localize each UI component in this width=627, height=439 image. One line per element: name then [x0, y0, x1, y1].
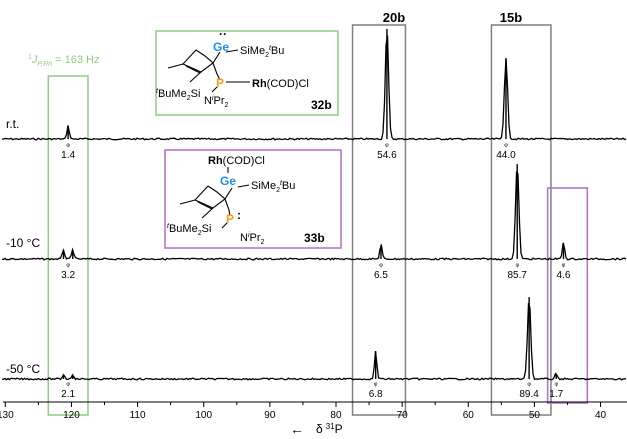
structure-32b-n: NiPr2 — [204, 95, 229, 109]
x-axis-arrow: ← — [290, 421, 304, 437]
structure-32b-ge: Ge — [213, 40, 229, 54]
x-tick-label-110: 110 — [130, 410, 146, 421]
integral-label-2-3: 1.7 — [549, 389, 563, 400]
structure-33b-si-top: SiMe2tBu — [251, 180, 295, 194]
series-label-minus10: -10 °C — [6, 236, 40, 250]
integral-label-2-2: 89.4 — [519, 389, 539, 400]
integral-label-2-0: 2.1 — [61, 389, 75, 400]
structure-33b-bonds — [179, 167, 250, 229]
trace-line-1 — [1, 171, 627, 261]
caption-sub: P,Rh — [37, 61, 52, 68]
structure-33b-n: NiPr2 — [240, 232, 265, 246]
integral-labels: ᵩ 1.4 ᵩ 54.6 ᵩ 44.0 ᵩ 3.2 ᵩ 6.5 ᵩ 85.7 ᵩ 4.6 ᵩ 2.1 ᵩ 6.8 ᵩ… — [61, 139, 571, 400]
x-tick-label-130: 130 — [0, 410, 14, 421]
structure-32b-lone-pair: ·· — [219, 27, 227, 41]
integral-mark-1-3: ᵩ — [562, 259, 566, 268]
region-box-1 — [351, 24, 407, 416]
integral-label-1-2: 85.7 — [507, 270, 527, 281]
x-tick-label-90: 90 — [264, 410, 276, 421]
structure-33b-id: 33b — [304, 231, 325, 245]
region-box-2 — [490, 24, 552, 416]
x-tick-label-80: 80 — [330, 410, 342, 421]
integral-mark-2-3: ᵩ — [554, 378, 558, 387]
integral-mark-2-2: ᵩ — [527, 378, 531, 387]
coupling-caption: 1JP,Rh = 163 Hz — [28, 54, 99, 68]
integral-label-1-1: 6.5 — [374, 270, 388, 281]
region-label-15b: 15b — [500, 10, 522, 25]
integral-mark-2-1: ᵩ — [374, 378, 378, 387]
structure-33b-rh: Rh(COD)Cl — [208, 155, 265, 167]
x-tick-label-40: 40 — [595, 410, 607, 421]
caption-sup: 1 — [28, 54, 32, 61]
integral-mark-1-2: ᵩ — [515, 259, 519, 268]
structure-33b: Rh(COD)Cl Ge P : SiMe2tBu tBuMe2Si NiPr2… — [164, 149, 342, 249]
structure-32b-si-top: SiMe2tBu — [240, 45, 284, 59]
region-box-0 — [47, 75, 89, 416]
x-axis-label: δ 31P — [316, 422, 343, 436]
x-tick-label-50: 50 — [529, 410, 541, 421]
integral-mark-2-0: ᵩ — [66, 378, 70, 387]
spectrum-traces — [1, 29, 627, 381]
structure-33b-lone-pair: : — [237, 208, 241, 222]
structure-32b-frame — [155, 30, 339, 116]
x-axis-ticks: 130 120 110 100 90 80 70 60 50 40 — [0, 402, 607, 421]
integral-label-2-1: 6.8 — [369, 389, 383, 400]
structure-32b-rh: Rh(COD)Cl — [252, 78, 309, 90]
region-label-20b: 20b — [383, 10, 405, 25]
structure-32b: Ge ·· P SiMe2tBu Rh(COD)Cl tBuMe2Si NiPr… — [155, 27, 339, 116]
structure-33b-p: P — [226, 212, 234, 226]
trace-line-2 — [1, 302, 626, 381]
integral-label-1-0: 3.2 — [61, 270, 75, 281]
integral-label-1-3: 4.6 — [557, 270, 571, 281]
integral-mark-1-1: ᵩ — [379, 259, 383, 268]
structure-33b-frame — [164, 149, 342, 249]
structure-32b-bonds — [167, 49, 250, 93]
series-label-rt: r.t. — [6, 117, 19, 131]
x-tick-label-100: 100 — [195, 410, 212, 421]
structure-32b-id: 32b — [311, 98, 332, 112]
integral-label-0-0: 1.4 — [61, 150, 75, 161]
integral-mark-0-2: ᵩ — [504, 139, 508, 148]
x-tick-label-70: 70 — [397, 410, 409, 421]
trace-line-0 — [1, 35, 627, 141]
x-tick-label-60: 60 — [463, 410, 475, 421]
integral-mark-0-1: ᵩ — [385, 139, 389, 148]
integral-mark-0-0: ᵩ — [66, 139, 70, 148]
structure-32b-si-bottom: tBuMe2Si — [156, 88, 200, 102]
integral-label-0-1: 54.6 — [377, 150, 397, 161]
structure-33b-si-bottom: tBuMe2Si — [167, 223, 211, 237]
integral-mark-1-0: ᵩ — [66, 259, 70, 268]
caption-rest: = 163 Hz — [52, 54, 99, 66]
series-label-minus50: -50 °C — [6, 362, 40, 376]
caption-j: J — [31, 54, 38, 66]
x-tick-label-120: 120 — [63, 410, 80, 421]
structure-32b-p: P — [216, 76, 224, 90]
structure-33b-ge: Ge — [220, 174, 236, 188]
integral-label-0-2: 44.0 — [496, 150, 516, 161]
region-box-3 — [546, 187, 589, 404]
